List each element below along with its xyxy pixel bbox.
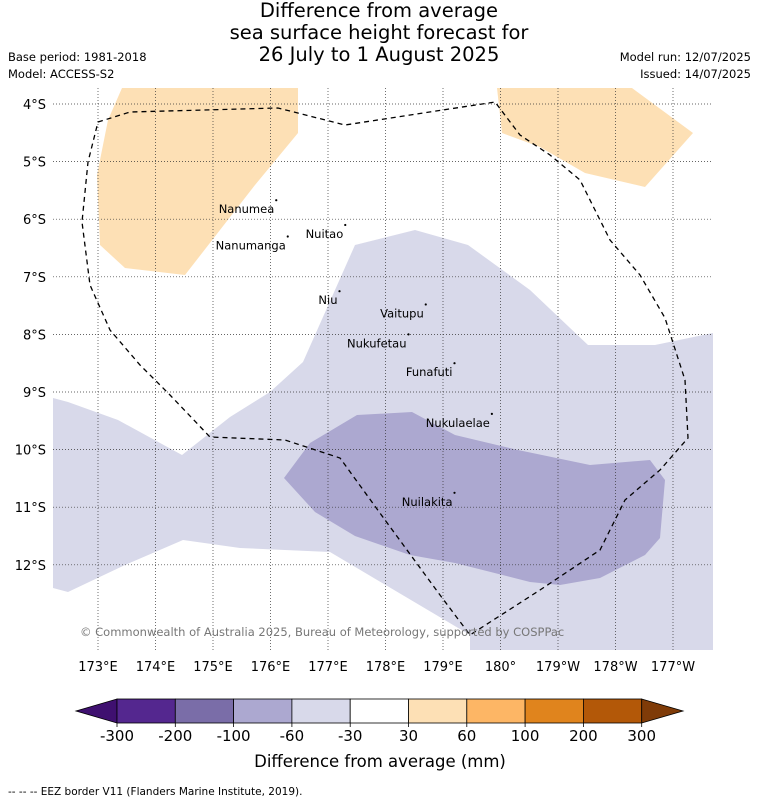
latitude-tick-label: 9°S <box>23 386 46 401</box>
colorbar-tick-label: 30 <box>399 727 418 745</box>
base-period: Base period: 1981-2018 <box>8 50 147 64</box>
colorbar-bin <box>233 698 293 724</box>
colorbar: -300 -200 -100 -60 -30 30 60 100 200 300 <box>74 698 685 745</box>
place-label: Vaitupu <box>380 306 424 320</box>
longitude-tick-label: 180° <box>485 660 516 675</box>
colorbar-tick-label: -300 <box>100 727 134 745</box>
colorbar-tick-label: -200 <box>158 727 192 745</box>
issued-date: Issued: 14/07/2025 <box>640 67 751 81</box>
colorbar-bin <box>174 698 235 724</box>
place-label: Nukufetau <box>347 336 406 350</box>
title-line-3: 26 July to 1 August 2025 <box>258 43 500 66</box>
longitude-tick-label: 179°E <box>423 660 463 675</box>
colorbar-bin <box>349 698 409 724</box>
colorbar-over-arrow <box>641 698 685 724</box>
place-label: Funafuti <box>406 365 453 379</box>
eez-source-note: -- -- -- EEZ border V11 (Flanders Marine… <box>8 786 303 798</box>
place-labels: Nanumea Nuitao Nanumanga Niu Vaitupu Nukufeta… <box>216 199 493 509</box>
latitude-tick-label: 11°S <box>15 501 46 516</box>
colorbar-tick-label: 100 <box>511 727 540 745</box>
map-title: Difference from average sea surface heig… <box>0 0 758 66</box>
latitude-tick-label: 6°S <box>23 213 46 228</box>
island-marker <box>344 223 347 227</box>
place-label: Nukulaelae <box>426 416 490 430</box>
colorbar-bin <box>524 698 584 724</box>
colorbar-tick-label: 200 <box>569 727 598 745</box>
island-marker <box>338 290 341 293</box>
colorbar-tick-label: -100 <box>217 727 251 745</box>
title-line-2: sea surface height forecast for <box>229 21 529 44</box>
place-label: Nanumea <box>219 202 275 216</box>
colorbar-tick-label: 300 <box>627 727 656 745</box>
place-label: Nuitao <box>306 227 344 241</box>
colorbar-bin <box>583 698 643 724</box>
island-marker <box>275 199 278 202</box>
colorbar-tick-label: -30 <box>338 727 363 745</box>
latitude-tick-label: 12°S <box>15 559 46 574</box>
place-label: Niu <box>318 293 337 307</box>
island-marker <box>453 491 456 494</box>
contour-minus-60-to-minus-100 <box>284 412 665 585</box>
colorbar-tick-label: 60 <box>457 727 476 745</box>
place-label: Nuilakita <box>402 495 453 509</box>
latitude-tick-label: 7°S <box>23 271 46 286</box>
copyright-notice: © Commonwealth of Australia 2025, Bureau… <box>80 625 564 639</box>
contour-30-to-60-northeast <box>497 88 693 187</box>
island-marker <box>286 235 289 238</box>
island-marker <box>424 303 427 306</box>
place-label: Nanumanga <box>216 238 286 252</box>
map-plot-area: Nanumea Nuitao Nanumanga Niu Vaitupu Nukufeta… <box>53 88 713 650</box>
island-marker <box>490 412 493 415</box>
run-info: Model run: 12/07/2025 Issued: 14/07/2025 <box>620 49 751 83</box>
longitude-tick-labels: 173°E 174°E 175°E 176°E 177°E 178°E 179°E 180° 1… <box>78 660 695 675</box>
longitude-tick-label: 177°E <box>308 660 348 675</box>
model-name: Model: ACCESS-S2 <box>8 67 115 81</box>
longitude-tick-label: 175°E <box>193 660 233 675</box>
latitude-tick-label: 5°S <box>23 156 46 171</box>
latitude-tick-label: 4°S <box>23 98 46 113</box>
colorbar-bin <box>116 698 176 724</box>
eez-border <box>81 101 689 636</box>
latitude-tick-label: 8°S <box>23 328 46 343</box>
contour-30-to-60-northwest <box>97 88 298 275</box>
longitude-tick-label: 178°E <box>366 660 406 675</box>
longitude-tick-label: 177°W <box>651 660 695 675</box>
island-marker <box>407 333 410 336</box>
latitude-tick-labels: 4°S 5°S 6°S 7°S 8°S 9°S 10°S 11°S 12°S <box>15 98 46 574</box>
latitude-tick-label: 10°S <box>15 444 46 459</box>
title-line-1: Difference from average <box>259 0 499 22</box>
gridlines <box>53 88 713 650</box>
colorbar-label: Difference from average (mm) <box>254 752 506 771</box>
longitude-tick-label: 179°W <box>536 660 580 675</box>
model-run: Model run: 12/07/2025 <box>619 50 751 64</box>
colorbar-under-arrow <box>74 698 118 724</box>
longitude-tick-label: 174°E <box>136 660 176 675</box>
longitude-tick-label: 176°E <box>251 660 291 675</box>
colorbar-tick-label: -60 <box>280 727 305 745</box>
colorbar-bin <box>291 698 351 724</box>
colorbar-bin <box>408 698 468 724</box>
island-marker <box>453 362 456 365</box>
longitude-tick-label: 178°W <box>593 660 637 675</box>
model-info: Base period: 1981-2018 Model: ACCESS-S2 <box>8 49 147 83</box>
white-band-south <box>53 540 470 650</box>
longitude-tick-label: 173°E <box>78 660 118 675</box>
colorbar-bin <box>466 698 526 724</box>
